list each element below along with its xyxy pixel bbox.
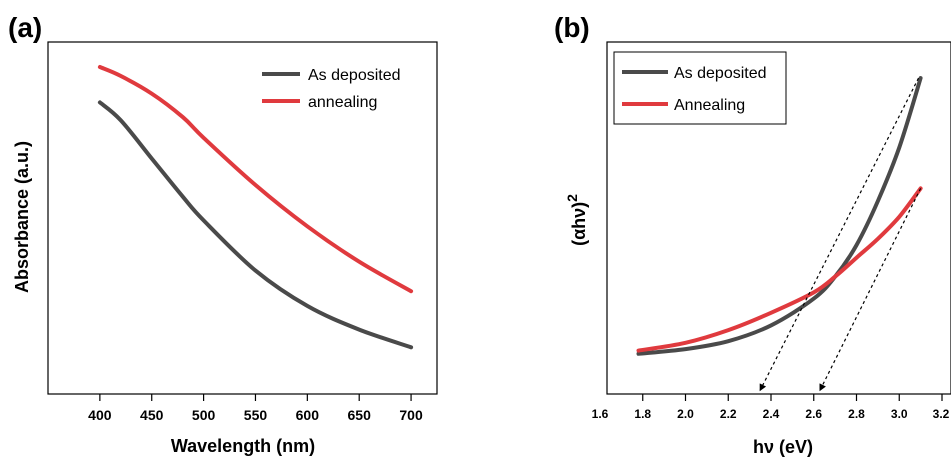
panel-b-x-ticks: 1.6 1.8 2.0 2.2 2.4 2.6 2.8 3.0 3.2: [592, 394, 950, 421]
panel-b: (b) (αhν)2 hν (eV) 1.6 1.8 2.0 2.2 2.4 2.6 2.8…: [554, 12, 951, 457]
panel-a-ylabel: Absorbance (a.u.): [12, 141, 32, 293]
panel-a: (a) Absorbance (a.u.) Wavelength (nm) 40…: [8, 12, 438, 456]
panel-b-series: [636, 76, 923, 392]
legend-label-annealing: Annealing: [674, 97, 745, 114]
legend-label-annealing: annealing: [308, 94, 377, 111]
x-tick-label: 550: [244, 407, 268, 423]
x-tick-label: 600: [296, 407, 320, 423]
panel-b-ylabel: (αhν)2: [564, 194, 589, 246]
panel-a-xlabel: Wavelength (nm): [171, 436, 315, 456]
tangent-annealing-line: [819, 188, 922, 392]
x-tick-label: 3.2: [933, 407, 950, 421]
x-tick-label: 2.4: [763, 407, 780, 421]
x-tick-label: 500: [192, 407, 216, 423]
panel-a-plot-frame: [47, 41, 438, 395]
legend-label-as-deposited: As deposited: [308, 67, 401, 84]
panel-a-legend: As deposited annealing: [262, 67, 401, 111]
series-line-as-deposited: [97, 100, 414, 350]
x-tick-label: 2.6: [805, 407, 822, 421]
legend-label-as-deposited: As deposited: [674, 65, 767, 82]
x-tick-label: 3.0: [891, 407, 908, 421]
panel-b-ylabel-main: (αhν): [569, 202, 589, 246]
tangent-as-deposited-line: [759, 77, 920, 392]
panel-b-ylabel-sup: 2: [564, 194, 580, 202]
x-tick-label: 700: [399, 407, 423, 423]
panel-b-legend-box: [613, 51, 787, 125]
x-tick-label: 400: [88, 407, 112, 423]
panel-a-label: (a): [8, 12, 42, 43]
panel-b-xlabel: hν (eV): [753, 437, 813, 457]
x-tick-label: 1.8: [634, 407, 651, 421]
panel-a-series: [97, 65, 414, 350]
x-tick-label: 650: [348, 407, 372, 423]
x-tick-label: 2.2: [720, 407, 737, 421]
panel-a-x-ticks: 400 450 500 550 600 650 700: [88, 394, 423, 423]
series-line-annealing: [636, 186, 923, 353]
panel-b-plot-frame: [606, 41, 951, 395]
panel-b-label: (b): [554, 12, 590, 43]
x-tick-label: 450: [140, 407, 164, 423]
x-tick-label: 2.0: [677, 407, 694, 421]
panel-b-legend: As deposited Annealing: [613, 51, 787, 125]
x-tick-label: 1.6: [592, 407, 609, 421]
x-tick-label: 2.8: [848, 407, 865, 421]
series-line-annealing: [97, 65, 414, 294]
series-line-as-deposited: [636, 76, 923, 356]
